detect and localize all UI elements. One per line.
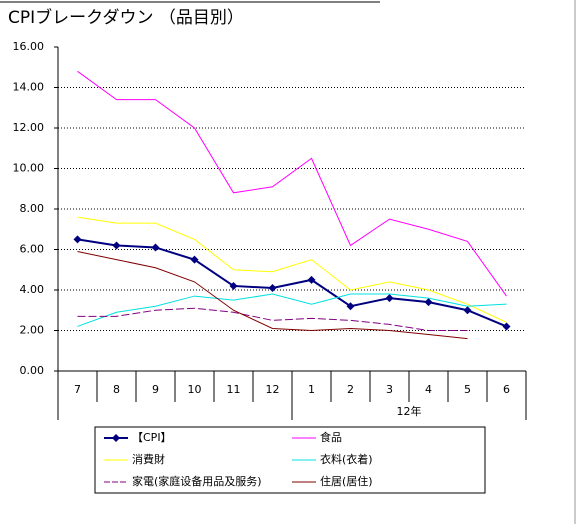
legend-label: 衣料(衣着) [320, 452, 373, 466]
x-tick-label: 10 [188, 383, 202, 396]
x-tick-label: 4 [425, 383, 432, 396]
y-tick-label: 2.00 [20, 324, 45, 337]
x-tick-label: 12 [266, 383, 280, 396]
x-tick-label: 11 [227, 383, 241, 396]
legend-marker [112, 434, 120, 442]
x-tick-label: 7 [74, 383, 81, 396]
data-point [151, 243, 160, 252]
data-point [229, 281, 238, 290]
legend-label: 消費財 [132, 452, 165, 466]
data-point [268, 283, 277, 292]
data-point [463, 306, 472, 315]
series-line [77, 70, 507, 297]
y-tick-label: 12.00 [13, 121, 45, 134]
data-point [346, 302, 355, 311]
series-line [77, 238, 507, 328]
y-tick-label: 16.00 [13, 40, 45, 53]
series-line [77, 293, 507, 327]
series-line [77, 251, 468, 340]
y-tick-label: 4.00 [20, 283, 45, 296]
data-point [112, 241, 121, 250]
y-tick-label: 6.00 [20, 243, 45, 256]
data-point [424, 298, 433, 307]
data-point [502, 322, 511, 331]
chart-title: CPIブレークダウン （品目別） [8, 7, 244, 28]
y-tick-label: 0.00 [20, 364, 45, 377]
x-tick-label: 6 [503, 383, 510, 396]
legend-label: 家電(家庭设备用品及服务) [132, 474, 262, 488]
legend-label: 住居(居住) [320, 474, 373, 488]
legend-box [94, 426, 486, 494]
x-tick-label: 2 [347, 383, 354, 396]
x-tick-label: 1 [308, 383, 315, 396]
x-tick-label: 9 [152, 383, 159, 396]
data-point [73, 235, 82, 244]
data-point [307, 275, 316, 284]
legend-label: 食品 [320, 430, 342, 444]
year-label: 12年 [397, 404, 422, 418]
series-line [77, 307, 468, 331]
y-tick-label: 8.00 [20, 202, 45, 215]
x-tick-label: 3 [386, 383, 393, 396]
y-tick-label: 10.00 [13, 162, 45, 175]
data-point [385, 294, 394, 303]
x-tick-label: 8 [113, 383, 120, 396]
data-point [190, 255, 199, 264]
x-tick-label: 5 [464, 383, 471, 396]
series-line [77, 216, 507, 323]
legend-label: 【CPI】 [132, 431, 172, 444]
y-tick-label: 14.00 [13, 81, 45, 94]
